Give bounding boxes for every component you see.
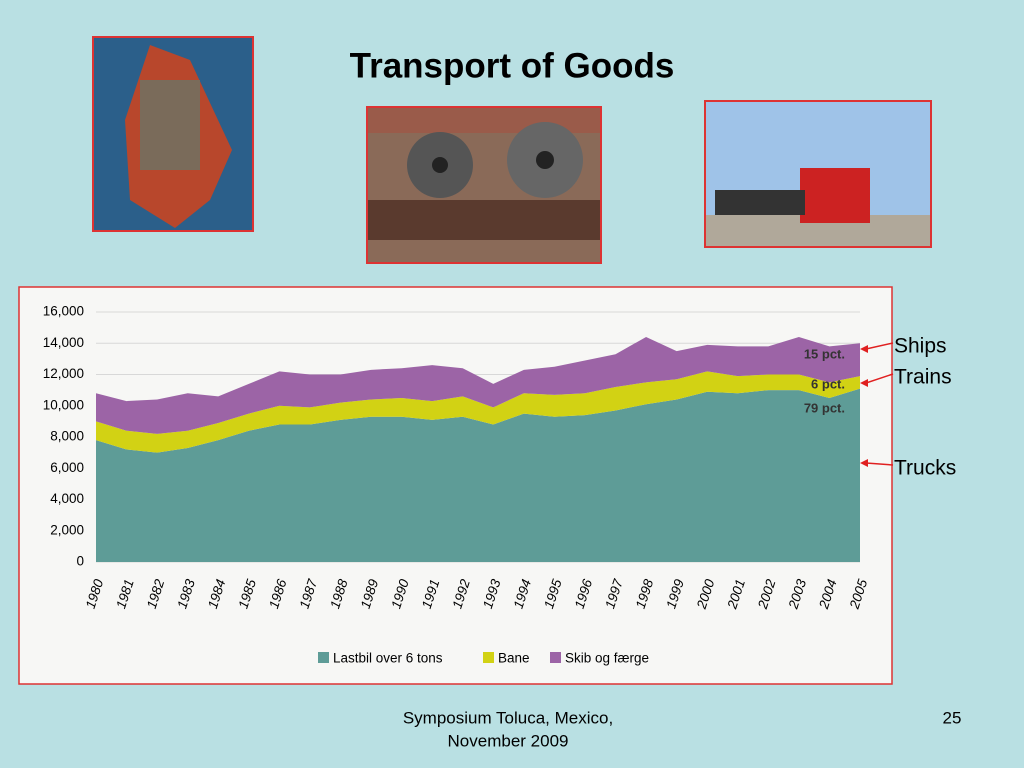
legend-label: Bane bbox=[498, 651, 530, 666]
slide-title: Transport of Goods bbox=[350, 46, 675, 85]
y-tick-label: 14,000 bbox=[43, 335, 84, 350]
photo-train bbox=[366, 106, 602, 264]
area bbox=[96, 371, 860, 453]
legend-label: Lastbil over 6 tons bbox=[333, 651, 443, 666]
page-number: 25 bbox=[943, 708, 962, 727]
photo-truck bbox=[704, 100, 932, 248]
arrow-line bbox=[865, 373, 894, 384]
arrow-line bbox=[865, 462, 894, 466]
area bbox=[96, 337, 860, 434]
footer-line: November 2009 bbox=[448, 731, 569, 750]
annotation: 15 pct. bbox=[804, 346, 845, 361]
footer-line: Symposium Toluca, Mexico, bbox=[403, 708, 613, 727]
photo-ship bbox=[92, 36, 254, 232]
arrow-line bbox=[865, 342, 894, 350]
annotation: 6 pct. bbox=[811, 376, 845, 391]
legend-swatch bbox=[483, 652, 494, 663]
y-tick-label: 8,000 bbox=[50, 429, 84, 444]
legend-label: Skib og færge bbox=[565, 651, 649, 666]
arrow-head bbox=[860, 379, 868, 387]
legend-swatch bbox=[318, 652, 329, 663]
y-tick-label: 6,000 bbox=[50, 460, 84, 475]
annotation: 79 pct. bbox=[804, 400, 845, 415]
y-tick-label: 0 bbox=[76, 554, 84, 569]
arrow-label: Trains bbox=[894, 366, 952, 389]
arrow-head bbox=[860, 345, 868, 353]
y-tick-label: 2,000 bbox=[50, 522, 84, 537]
arrow-head bbox=[860, 459, 868, 467]
y-tick-label: 4,000 bbox=[50, 491, 84, 506]
arrow-label: Trucks bbox=[894, 457, 956, 480]
y-tick-label: 12,000 bbox=[43, 366, 84, 381]
y-tick-label: 16,000 bbox=[43, 304, 84, 319]
chart: 0 2,000 4,000 6,000 8,000 10,000 12,000 14,000 1… bbox=[43, 304, 871, 666]
y-tick-label: 10,000 bbox=[43, 397, 84, 412]
arrow-label: Ships bbox=[894, 335, 947, 358]
legend-swatch bbox=[550, 652, 561, 663]
area bbox=[96, 388, 860, 562]
